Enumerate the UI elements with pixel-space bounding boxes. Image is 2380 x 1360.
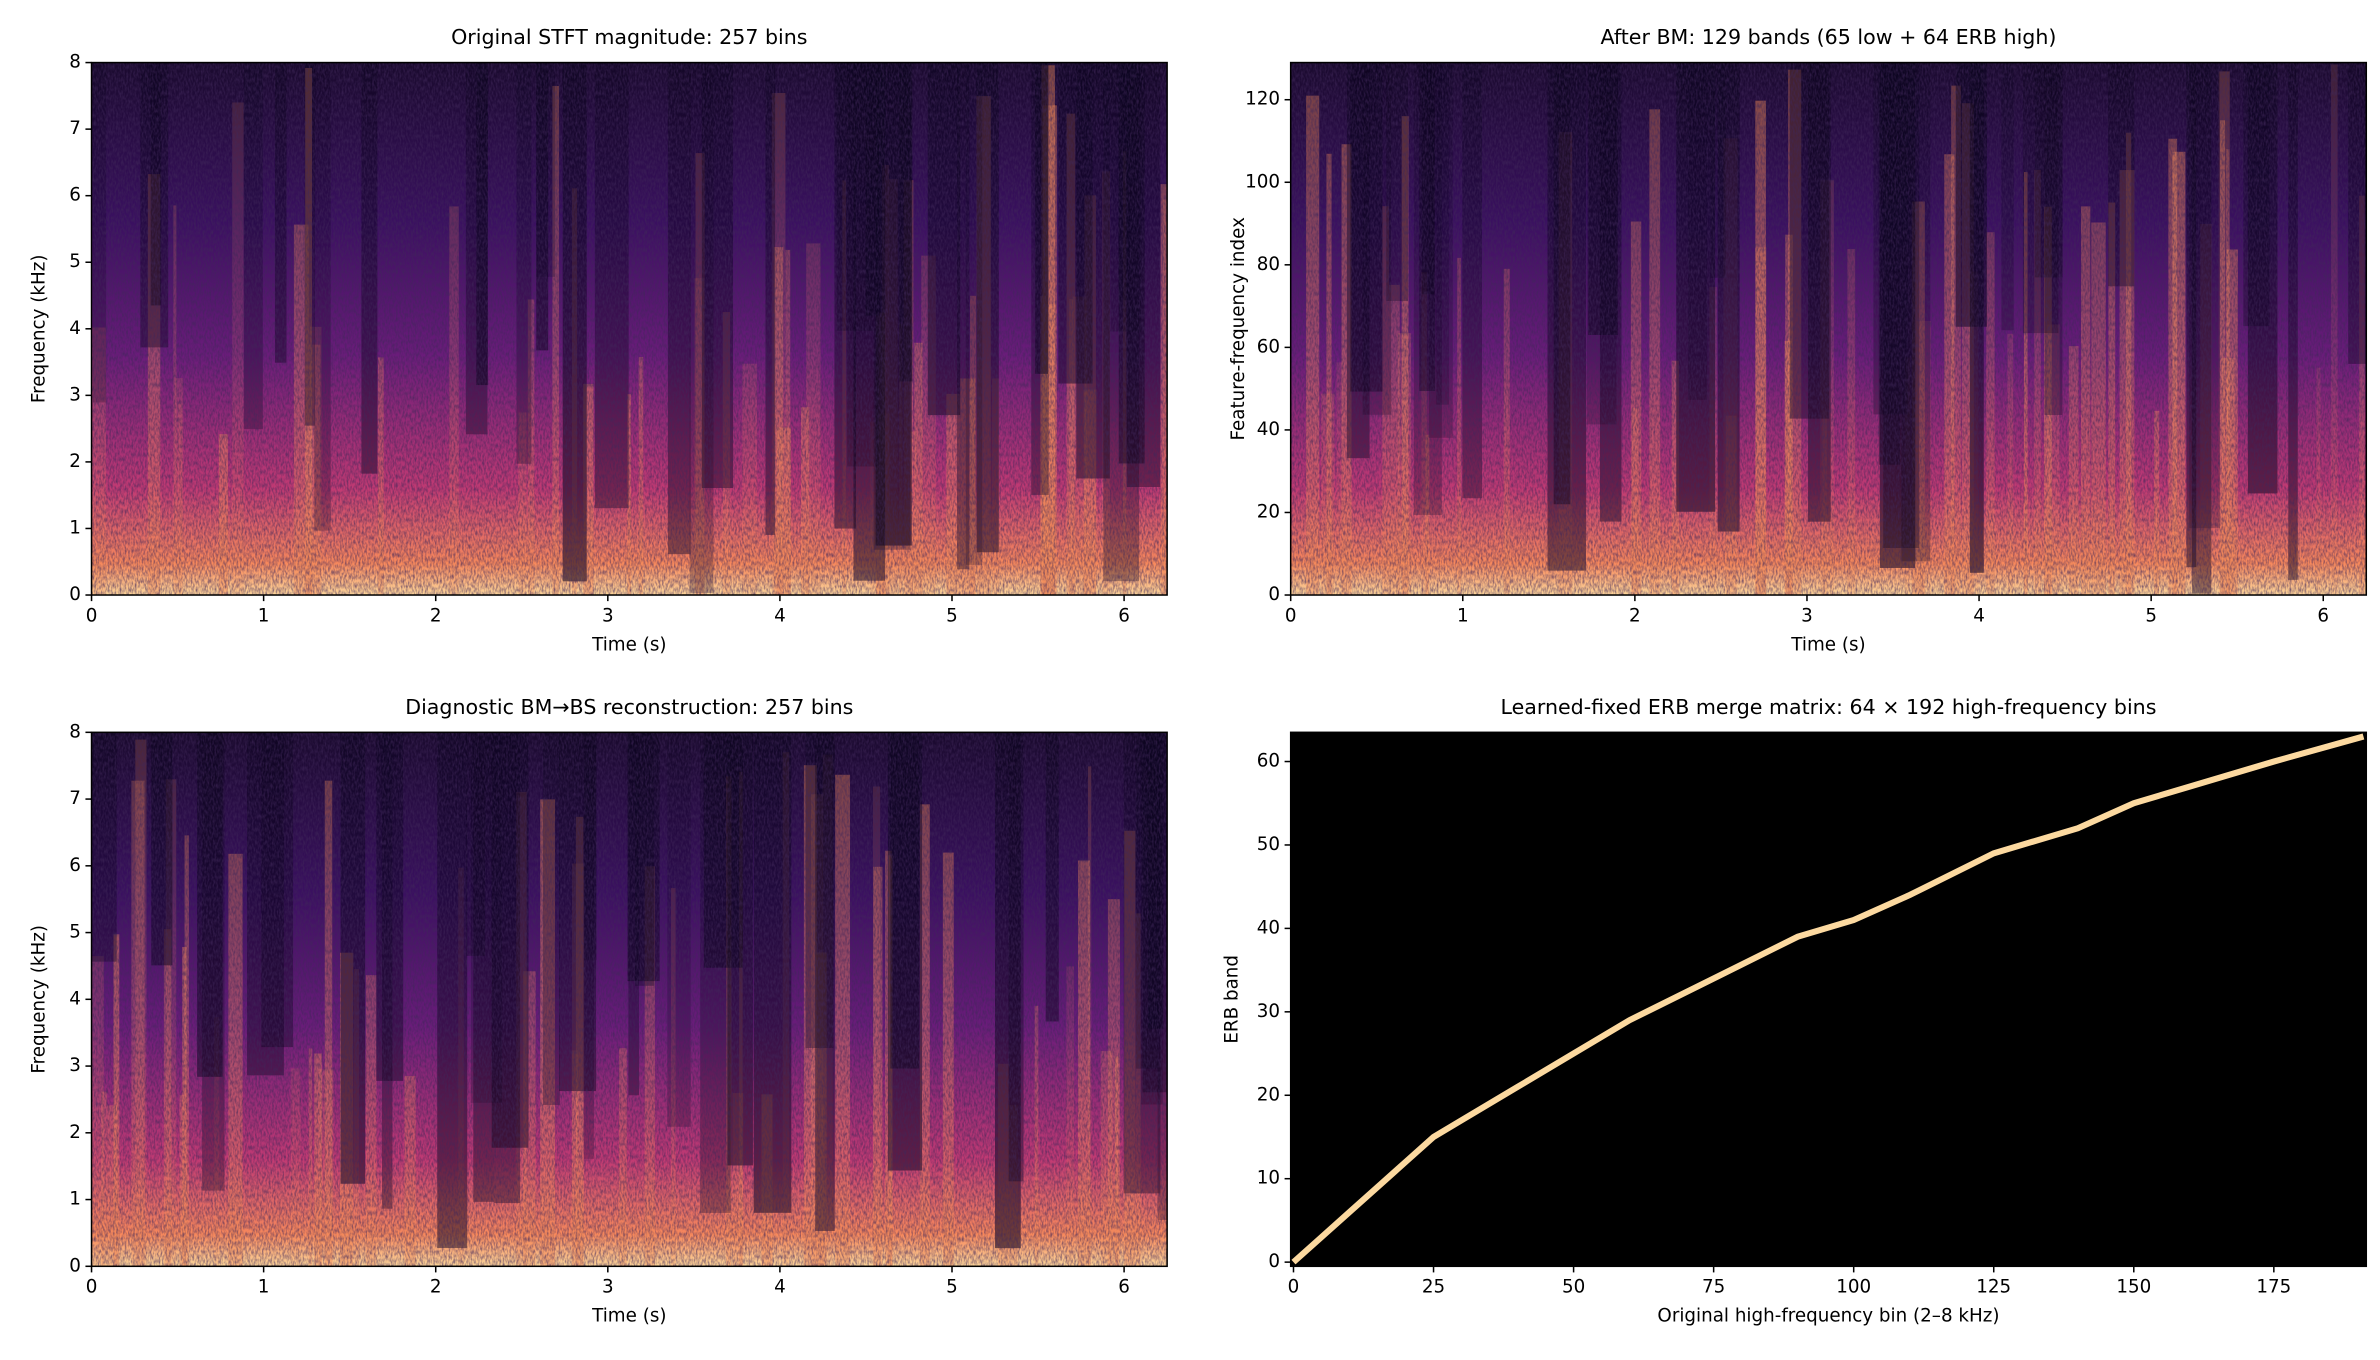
y-tick-label: 4 — [69, 318, 81, 339]
x-tick-label: 25 — [1422, 1277, 1445, 1298]
x-tick-label: 100 — [1836, 1277, 1871, 1298]
x-tick-label: 75 — [1702, 1277, 1725, 1298]
subplot: 0 1 2 3 4 5 6 0 1 2 3 4 5 6 7 8 Original STFT magnitude:… — [29, 25, 1168, 655]
x-axis-label: Time (s) — [1790, 634, 1865, 655]
matrix-background — [1290, 732, 2367, 1267]
x-tick-label: 175 — [2256, 1277, 2291, 1298]
y-tick-label: 5 — [69, 922, 81, 943]
x-tick-label: 3 — [1801, 605, 1813, 626]
x-tick-label: 0 — [1288, 1277, 1300, 1298]
x-axis-label: Time (s) — [591, 634, 666, 655]
x-axis-label: Original high-frequency bin (2–8 kHz) — [1657, 1306, 1999, 1327]
y-tick-label: 7 — [69, 788, 81, 809]
x-tick-label: 6 — [1118, 605, 1130, 626]
subplot: 0 1 2 3 4 5 6 0 1 2 3 4 5 6 7 8 Diagnostic BM→BS reconst… — [29, 695, 1168, 1327]
y-tick-label: 60 — [1257, 751, 1280, 772]
y-tick-label: 30 — [1257, 1001, 1280, 1022]
y-tick-label: 1 — [69, 517, 81, 538]
x-tick-label: 125 — [1976, 1277, 2011, 1298]
y-tick-label: 3 — [69, 1055, 81, 1076]
x-tick-label: 4 — [1973, 605, 1985, 626]
axes-frame — [1289, 731, 2368, 1268]
x-tick-label: 50 — [1562, 1277, 1585, 1298]
plot-area — [91, 62, 1168, 596]
plot-area — [91, 732, 1168, 1267]
y-tick-label: 6 — [69, 855, 81, 876]
x-tick-label: 2 — [1629, 605, 1641, 626]
spectrogram-noise — [91, 62, 1168, 596]
y-tick-label: 20 — [1257, 1084, 1280, 1105]
y-tick-label: 0 — [1268, 584, 1280, 605]
y-tick-label: 10 — [1257, 1168, 1280, 1189]
y-axis-label: Frequency (kHz) — [29, 255, 50, 404]
y-tick-label: 2 — [69, 1122, 81, 1143]
x-tick-label: 6 — [2317, 605, 2329, 626]
x-axis-label: Time (s) — [591, 1306, 666, 1327]
axes-frame — [1289, 61, 2368, 596]
y-tick-label: 0 — [69, 1255, 81, 1276]
x-tick-label: 5 — [946, 1277, 958, 1298]
x-tick-label: 0 — [1285, 605, 1297, 626]
x-tick-label: 0 — [86, 1277, 98, 1298]
x-tick-label: 3 — [602, 605, 614, 626]
chart-title: Original STFT magnitude: 257 bins — [451, 25, 807, 49]
y-tick-label: 120 — [1245, 89, 1280, 110]
y-tick-label: 0 — [1268, 1251, 1280, 1272]
subplot: 0 25 50 75 100 125 150 175 0 10 20 30 40 50 60 Learned-… — [1222, 695, 2368, 1327]
x-tick-label: 0 — [86, 605, 98, 626]
y-axis-label: Feature-frequency index — [1228, 217, 1249, 441]
chart-title: After BM: 129 bands (65 low + 64 ERB hig… — [1600, 25, 2056, 49]
plot-area — [1290, 732, 2367, 1267]
y-axis-label: ERB band — [1222, 955, 1243, 1044]
x-tick-label: 3 — [602, 1277, 614, 1298]
y-tick-label: 4 — [69, 988, 81, 1009]
y-tick-label: 20 — [1257, 501, 1280, 522]
y-tick-label: 7 — [69, 118, 81, 139]
y-tick-label: 8 — [69, 721, 81, 742]
x-tick-label: 6 — [1118, 1277, 1130, 1298]
y-tick-label: 100 — [1245, 171, 1280, 192]
x-tick-label: 5 — [946, 605, 958, 626]
y-tick-label: 3 — [69, 384, 81, 405]
y-tick-label: 5 — [69, 251, 81, 272]
merge-curve — [1291, 733, 2365, 1265]
y-tick-label: 40 — [1257, 419, 1280, 440]
y-tick-label: 8 — [69, 52, 81, 73]
x-tick-label: 4 — [774, 1277, 786, 1298]
y-tick-label: 40 — [1257, 917, 1280, 938]
spectrogram-noise — [1290, 62, 2367, 596]
y-tick-label: 60 — [1257, 336, 1280, 357]
chart-title: Diagnostic BM→BS reconstruction: 257 bin… — [405, 695, 853, 719]
y-tick-label: 6 — [69, 185, 81, 206]
spectrogram-noise — [91, 732, 1168, 1267]
y-tick-label: 1 — [69, 1189, 81, 1210]
x-tick-label: 5 — [2145, 605, 2157, 626]
x-tick-label: 2 — [430, 1277, 442, 1298]
y-axis-label: Frequency (kHz) — [29, 925, 50, 1074]
x-tick-label: 2 — [430, 605, 442, 626]
plot-area — [1290, 62, 2367, 596]
y-tick-label: 80 — [1257, 254, 1280, 275]
y-tick-label: 50 — [1257, 834, 1280, 855]
x-tick-label: 1 — [1457, 605, 1469, 626]
chart-title: Learned-fixed ERB merge matrix: 64 × 192… — [1501, 695, 2157, 719]
y-tick-label: 0 — [69, 584, 81, 605]
x-tick-label: 1 — [258, 1277, 270, 1298]
x-tick-label: 150 — [2116, 1277, 2151, 1298]
x-tick-label: 4 — [774, 605, 786, 626]
y-tick-label: 2 — [69, 451, 81, 472]
x-tick-label: 1 — [258, 605, 270, 626]
